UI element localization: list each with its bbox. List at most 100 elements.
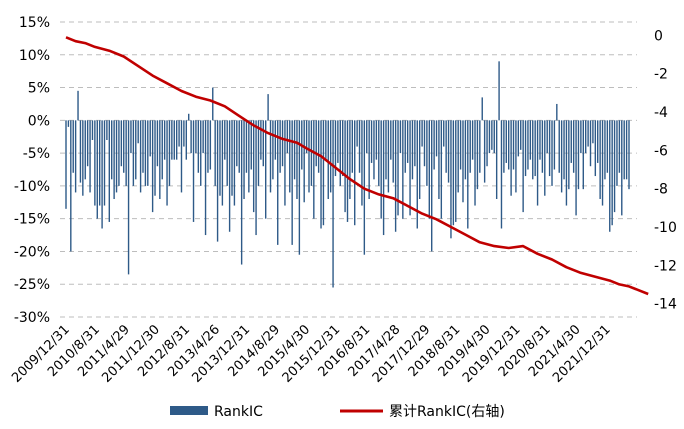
rankic-bar <box>486 120 488 167</box>
rankic-bar <box>558 120 560 173</box>
rankic-bar <box>96 120 98 219</box>
rankic-bar <box>286 120 289 154</box>
rankic-bar <box>228 120 231 232</box>
rankic-bar <box>426 120 428 186</box>
rankic-bar <box>577 120 580 190</box>
rankic-bar <box>250 120 252 170</box>
rankic-bar <box>188 113 190 121</box>
rankic-bar <box>226 120 228 186</box>
rankic-bar <box>628 120 630 190</box>
cumulative-rankic-path <box>65 36 649 296</box>
rankic-bar <box>385 120 387 180</box>
rankic-bar <box>317 120 320 173</box>
left-tick-label: -5% <box>23 146 50 162</box>
rankic-bar <box>313 120 315 219</box>
rankic-bar <box>390 120 392 160</box>
rankic-bar <box>236 120 238 167</box>
rankic-bar <box>183 120 185 147</box>
rankic-bar <box>216 120 219 242</box>
rankic-bar <box>296 120 298 199</box>
rankic-bar <box>616 120 618 186</box>
rankic-bar <box>135 120 137 180</box>
rankic-bar <box>580 120 582 154</box>
rankic-bar <box>613 120 616 213</box>
right-tick-label: -2 <box>654 67 668 83</box>
rankic-bar <box>421 120 423 147</box>
rankic-bar <box>428 120 430 219</box>
rankic-bar <box>368 120 370 199</box>
rankic-bars <box>65 61 630 288</box>
rankic-bar <box>240 120 243 265</box>
rankic-bar <box>154 120 156 196</box>
rankic-bar <box>380 120 382 219</box>
rankic-bar <box>310 120 313 186</box>
rankic-bar <box>94 120 96 206</box>
rankic-bar <box>455 120 457 222</box>
rankic-bar <box>481 97 483 121</box>
rankic-bar <box>373 120 375 180</box>
rankic-bar <box>329 120 332 193</box>
rankic-bar <box>498 61 500 121</box>
rankic-bar <box>272 120 274 180</box>
rankic-bar <box>517 120 520 157</box>
rankic-bar <box>404 120 406 173</box>
rankic-bar <box>67 120 70 127</box>
rankic-bar <box>493 120 495 154</box>
rankic-bar <box>479 120 481 173</box>
rankic-bar <box>508 120 510 170</box>
rankic-bar <box>387 120 390 193</box>
rankic-bar <box>200 120 202 186</box>
rankic-bar <box>587 120 589 147</box>
rankic-bar <box>255 120 257 236</box>
rankic-bar <box>351 120 354 173</box>
rankic-bar <box>284 120 286 206</box>
rankic-bar <box>621 120 623 216</box>
rankic-bar <box>433 120 435 170</box>
rankic-bar <box>375 120 378 160</box>
rankic-bar <box>79 120 82 183</box>
rankic-bar <box>106 120 108 140</box>
x-axis: 2009/12/312010/8/312011/4/292011/12/3020… <box>9 322 613 386</box>
left-tick-label: 10% <box>19 48 50 64</box>
rankic-bar <box>544 120 546 196</box>
rankic-bar <box>325 120 327 160</box>
rankic-bar <box>289 120 291 193</box>
rankic-bar <box>243 120 245 199</box>
rankic-bar <box>469 120 471 173</box>
rankic-bar <box>592 120 594 144</box>
legend-cumulative-label: 累计RankIC(右轴) <box>389 404 505 420</box>
rankic-bar <box>149 120 151 157</box>
rankic-bar <box>101 120 103 229</box>
rankic-bar <box>147 120 149 186</box>
rankic-bar <box>72 120 74 173</box>
rankic-bar <box>431 120 433 252</box>
rankic-bar <box>214 120 216 186</box>
rankic-bar <box>512 120 515 170</box>
rankic-bar <box>563 120 565 180</box>
rankic-bar <box>231 120 233 196</box>
rankic-bar <box>305 120 308 154</box>
rankic-bar <box>609 120 611 232</box>
rankic-bar <box>532 120 534 180</box>
rankic-bar <box>315 120 317 167</box>
rankic-bar <box>520 120 522 150</box>
right-tick-label: 0 <box>654 28 663 44</box>
rankic-bar <box>611 120 613 226</box>
rankic-bar <box>416 120 418 229</box>
rankic-bar <box>443 120 445 147</box>
rankic-bar <box>349 120 351 199</box>
left-tick-label: 15% <box>19 15 50 31</box>
rankic-bar <box>139 120 142 193</box>
rankic-bar <box>127 120 130 275</box>
rankic-bar <box>166 120 168 206</box>
rankic-bar <box>392 120 394 183</box>
rankic-bar <box>195 120 197 154</box>
rankic-bar <box>303 120 305 203</box>
rankic-bar <box>274 120 277 160</box>
rankic-bar <box>570 120 572 163</box>
right-tick-label: -10 <box>654 220 677 236</box>
right-y-axis: 0 -2 -4 -6 -8 -10 -12 -14 <box>654 28 677 312</box>
rankic-bar <box>262 120 264 167</box>
rankic-bar <box>452 120 455 226</box>
